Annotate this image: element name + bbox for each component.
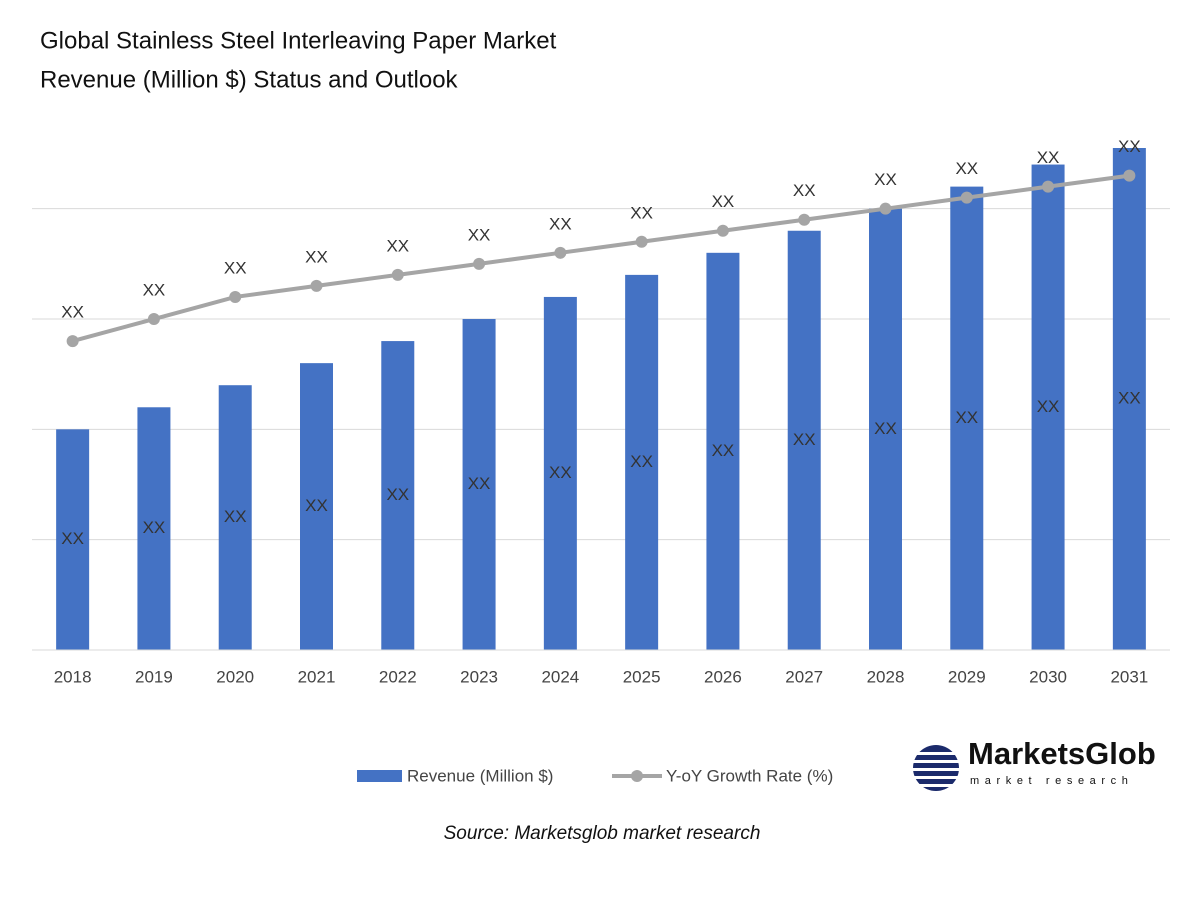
data-label: XX — [468, 474, 491, 493]
data-label: XX — [793, 430, 816, 449]
line-marker — [960, 191, 973, 204]
bar — [543, 296, 577, 650]
data-label: XX — [712, 441, 735, 460]
data-label: XX — [712, 192, 735, 211]
line-marker — [66, 335, 79, 348]
chart-title: Revenue (Million $) Status and Outlook — [40, 66, 459, 93]
line-marker — [229, 290, 242, 303]
data-label: XX — [874, 170, 897, 189]
bar — [869, 208, 902, 650]
data-label: XX — [61, 529, 84, 548]
data-label: XX — [61, 303, 84, 322]
data-label: XX — [468, 225, 491, 244]
data-label: XX — [630, 203, 653, 222]
line-marker — [391, 268, 404, 281]
bar — [1031, 164, 1065, 651]
logo-icon — [910, 745, 962, 791]
bar — [625, 274, 659, 650]
line-marker — [635, 235, 648, 248]
data-label: XX — [1118, 388, 1141, 407]
line-marker — [798, 213, 811, 226]
data-label: XX — [1118, 137, 1141, 156]
line-marker — [310, 279, 323, 292]
data-label: XX — [386, 236, 409, 255]
x-tick-label: 2027 — [785, 667, 823, 686]
bar — [137, 407, 171, 650]
line-marker — [554, 246, 567, 259]
x-tick-label: 2020 — [216, 667, 254, 686]
bar — [462, 319, 496, 650]
line-marker — [1042, 180, 1055, 193]
bar — [56, 429, 90, 650]
x-tick-label: 2031 — [1110, 667, 1148, 686]
data-label: XX — [549, 463, 572, 482]
logo-name: MarketsGlob — [968, 736, 1156, 771]
bar — [1112, 148, 1146, 650]
data-label: XX — [305, 247, 328, 266]
x-tick-label: 2030 — [1029, 667, 1067, 686]
line-marker — [147, 313, 160, 326]
x-tick-label: 2024 — [541, 667, 579, 686]
bar — [300, 363, 333, 650]
line — [72, 173, 1130, 344]
bar — [381, 341, 415, 650]
data-label: XX — [143, 518, 166, 537]
x-tick-label: 2018 — [54, 667, 92, 686]
legend-label: Y-oY Growth Rate (%) — [666, 766, 833, 785]
line-marker — [716, 224, 729, 237]
x-tick-label: 2021 — [298, 667, 336, 686]
line-marker — [879, 202, 892, 215]
data-label: XX — [1037, 148, 1060, 167]
legend-swatch — [357, 770, 402, 782]
x-tick-label: 2019 — [135, 667, 173, 686]
data-label: XX — [874, 419, 897, 438]
data-label: XX — [793, 181, 816, 200]
bar — [950, 186, 984, 650]
x-tick-label: 2025 — [623, 667, 661, 686]
data-label: XX — [1037, 397, 1060, 416]
data-label: XX — [955, 159, 978, 178]
bar — [706, 252, 740, 651]
legend-swatch — [631, 770, 643, 782]
data-label: XX — [386, 485, 409, 504]
data-label: XX — [630, 452, 653, 471]
line-marker — [1123, 169, 1136, 182]
data-label: XX — [549, 214, 572, 233]
line-marker — [473, 257, 486, 270]
x-tick-label: 2022 — [379, 667, 417, 686]
legend-label: Revenue (Million $) — [407, 766, 553, 785]
data-label: XX — [305, 496, 328, 515]
x-tick-label: 2029 — [948, 667, 986, 686]
x-tick-label: 2023 — [460, 667, 498, 686]
logo-tagline: market research — [970, 775, 1133, 787]
x-tick-label: 2028 — [867, 667, 905, 686]
chart-title: Global Stainless Steel Interleaving Pape… — [40, 27, 557, 54]
bar — [218, 385, 252, 650]
data-label: XX — [143, 280, 166, 299]
bar — [787, 230, 821, 650]
data-label: XX — [224, 507, 247, 526]
source: Source: Marketsglob market research — [444, 823, 761, 844]
data-label: XX — [224, 258, 247, 277]
data-label: XX — [955, 408, 978, 427]
x-tick-label: 2026 — [704, 667, 742, 686]
